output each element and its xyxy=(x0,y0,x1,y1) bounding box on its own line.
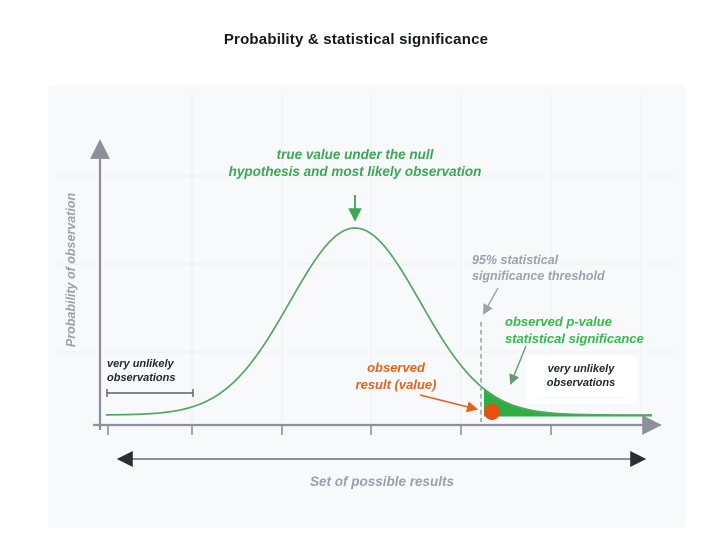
bell-curve xyxy=(105,227,652,416)
p-value-annotation-line1: observed p-value xyxy=(505,314,612,329)
right-tail-label: very unlikely observations xyxy=(529,362,633,390)
threshold-annotation-arrow xyxy=(482,287,499,315)
right-tail-line1: very unlikely xyxy=(547,363,615,375)
left-tail-line1: very unlikely xyxy=(107,358,174,370)
left-tail-label: very unlikely observations xyxy=(107,357,203,385)
x-axis-ticks xyxy=(107,426,552,435)
left-tail-bracket xyxy=(106,389,194,397)
left-tail-line2: observations xyxy=(107,372,176,384)
observed-result-line1: observed xyxy=(367,360,425,375)
observed-result-dot xyxy=(484,404,500,420)
observed-result-annotation: observed result (value) xyxy=(341,359,451,393)
distribution-plot xyxy=(56,93,678,467)
x-axis-caption: Set of possible results xyxy=(309,474,455,489)
threshold-annotation: 95% statistical significance threshold xyxy=(472,252,642,284)
observed-result-line2: result (value) xyxy=(355,377,437,392)
page-title: Probability & statistical significance xyxy=(223,31,489,48)
peak-annotation-line1: true value under the null xyxy=(276,147,434,162)
peak-annotation-line2: hypothesis and most likely observation xyxy=(228,164,482,179)
observed-annotation-arrow xyxy=(419,394,479,413)
p-value-annotation: observed p-value statistical significanc… xyxy=(505,313,680,347)
p-value-annotation-arrow xyxy=(509,345,527,385)
peak-annotation: true value under the null hypothesis and… xyxy=(175,146,535,180)
right-tail-line2: observations xyxy=(546,377,616,389)
threshold-annotation-line2: significance threshold xyxy=(472,269,605,283)
threshold-annotation-line1: 95% statistical xyxy=(472,253,559,267)
plot-panel: true value under the null hypothesis and… xyxy=(48,85,686,528)
right-tail-label-background xyxy=(526,356,638,404)
grid-lines xyxy=(56,93,678,423)
p-value-annotation-line2: statistical significance xyxy=(505,331,644,346)
y-axis-label: Probability of observation xyxy=(64,192,78,348)
